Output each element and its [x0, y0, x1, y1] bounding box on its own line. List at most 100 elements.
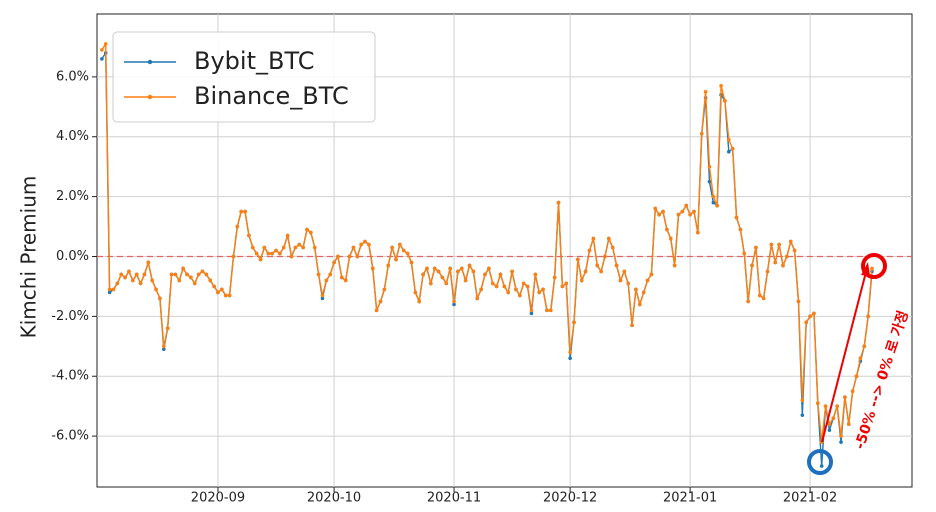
data-point [320, 293, 325, 298]
data-point [390, 245, 394, 250]
data-point [471, 269, 476, 274]
y-axis-label: Kimchi Premium [17, 176, 41, 339]
data-point [204, 272, 209, 277]
data-point [452, 302, 456, 307]
data-point [850, 389, 855, 394]
data-point [846, 422, 851, 426]
data-point [827, 428, 832, 432]
y-tick-label: -4.0% [51, 369, 89, 384]
data-point [668, 236, 673, 241]
data-point [843, 395, 847, 399]
data-point [370, 266, 375, 271]
red-circle [861, 253, 887, 279]
data-point [761, 296, 766, 301]
data-point [649, 272, 654, 277]
data-point [699, 131, 704, 136]
data-point [769, 242, 774, 247]
data-point [773, 260, 778, 265]
data-point [367, 242, 371, 247]
data-point [835, 404, 839, 408]
data-point [336, 254, 340, 259]
data-point [715, 203, 719, 208]
data-point [730, 146, 735, 151]
x-tick-label: 2020-10 [307, 491, 361, 506]
data-point [727, 149, 731, 154]
data-point [734, 215, 739, 220]
data-point [456, 269, 460, 274]
y-tick-label: 0.0% [56, 249, 89, 264]
data-point [808, 314, 812, 319]
data-point [467, 263, 472, 268]
data-point [115, 281, 120, 286]
data-point [576, 257, 580, 262]
data-point [800, 413, 805, 417]
data-point [483, 272, 487, 277]
data-point [328, 272, 333, 277]
data-point [100, 48, 104, 52]
data-point [742, 251, 747, 256]
data-point [425, 266, 429, 271]
data-point [394, 257, 398, 262]
data-point [452, 299, 456, 304]
data-point [707, 164, 712, 169]
data-point [696, 230, 700, 235]
data-point [490, 281, 495, 286]
data-point [398, 242, 402, 247]
y-tick-label: -2.0% [51, 309, 89, 324]
data-point [343, 278, 348, 283]
data-point [320, 296, 325, 301]
data-point [591, 236, 596, 241]
data-point [545, 308, 549, 313]
data-point [487, 266, 491, 271]
data-point [231, 254, 236, 259]
data-point [665, 227, 669, 232]
y-tick-label: 6.0% [56, 69, 89, 84]
plot-frame [96, 13, 913, 488]
data-point [285, 233, 290, 238]
data-point [107, 287, 112, 292]
data-point [274, 248, 278, 253]
y-tick-label: -6.0% [51, 429, 89, 444]
data-point [444, 281, 449, 286]
data-point [541, 287, 545, 292]
data-point [595, 263, 600, 268]
data-point [583, 269, 588, 274]
data-point [839, 434, 843, 438]
data-point [533, 272, 538, 277]
legend-marker [147, 59, 153, 65]
data-point [131, 278, 135, 283]
data-point [347, 254, 352, 259]
data-point [100, 57, 104, 61]
data-point [340, 275, 344, 280]
data-point [169, 272, 174, 277]
data-point [831, 416, 836, 420]
data-point [788, 239, 793, 244]
data-point [254, 251, 259, 256]
x-tick-label: 2021-01 [663, 491, 717, 506]
data-point [177, 278, 182, 283]
data-point [479, 287, 483, 292]
data-point [862, 344, 867, 349]
data-point [676, 212, 681, 217]
data-point [494, 284, 499, 289]
data-point [312, 245, 317, 250]
data-point [607, 236, 611, 241]
annotation-shapes [807, 253, 887, 475]
data-point [421, 272, 425, 277]
data-point [510, 269, 514, 274]
data-point [363, 239, 367, 244]
data-point [502, 284, 507, 289]
data-point [498, 272, 503, 277]
data-point [266, 251, 271, 256]
data-point [258, 257, 263, 262]
data-point [119, 272, 124, 277]
y-tick-label: 2.0% [56, 189, 89, 204]
data-point [247, 233, 251, 238]
data-point [514, 287, 518, 292]
data-point [401, 248, 406, 253]
data-point [746, 299, 750, 304]
data-point [819, 464, 824, 468]
data-point [417, 299, 422, 304]
data-point [827, 422, 832, 426]
